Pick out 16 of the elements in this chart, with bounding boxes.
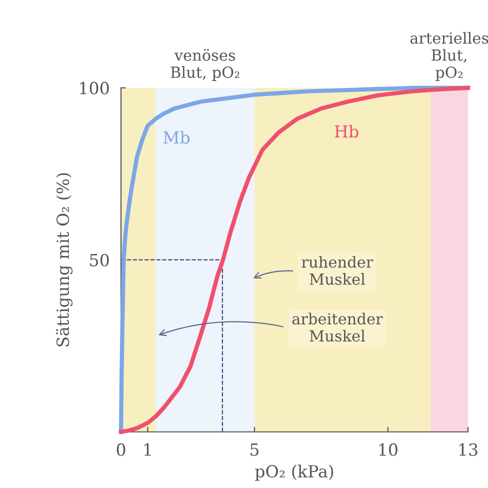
y-axis-title: Sättigung mit O₂ (%) xyxy=(56,173,73,346)
y-tick-label: 50 xyxy=(90,254,109,266)
band-label: venöses Blut, pO₂ xyxy=(170,48,240,81)
line-series xyxy=(118,86,470,434)
series-label: Mb xyxy=(164,130,190,144)
annotation: arbeitender Muskel xyxy=(292,312,383,342)
series-label: Hb xyxy=(334,124,358,138)
y-tick-label: 100 xyxy=(80,82,109,94)
x-tick-label: 1 xyxy=(144,443,151,456)
x-tick-label: 10 xyxy=(379,443,398,456)
x-tick-label: 0 xyxy=(116,443,126,456)
annotation: ruhender Muskel xyxy=(302,256,374,285)
x-tick-label: 13 xyxy=(459,443,478,456)
x-axis-title: pO₂ (kPa) xyxy=(255,464,334,481)
x-tick-label: 5 xyxy=(250,444,258,456)
band-label: arterielles Blut, pO₂ xyxy=(410,32,488,81)
